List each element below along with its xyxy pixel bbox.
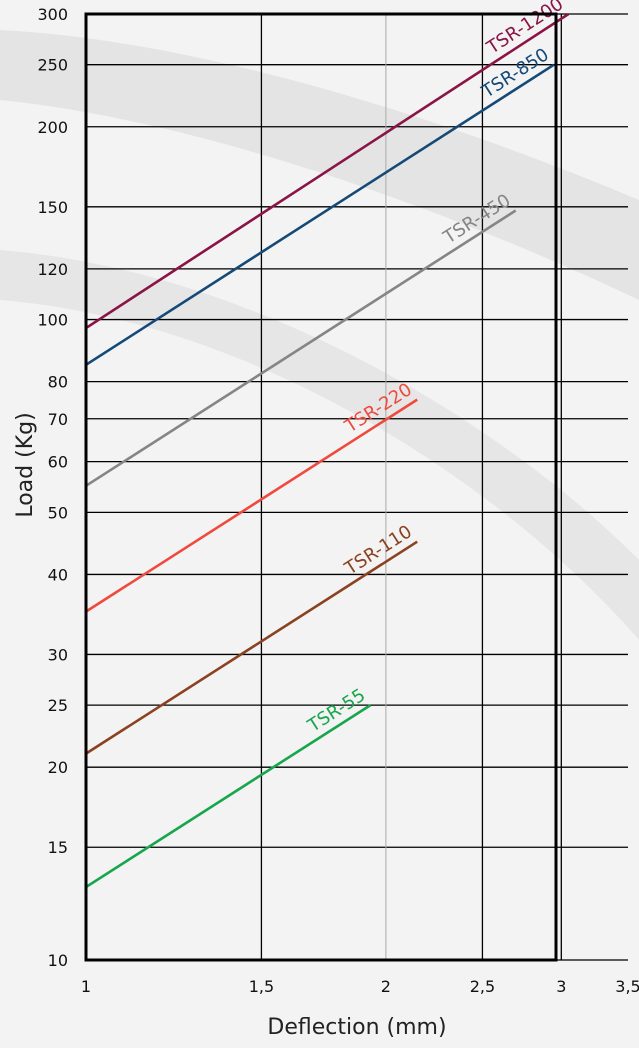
y-tick-label: 15 (48, 838, 68, 857)
x-tick-label: 2,5 (470, 977, 495, 996)
y-tick-label: 200 (37, 118, 68, 137)
x-axis-label: Deflection (mm) (267, 1015, 446, 1040)
y-tick-label: 20 (48, 758, 68, 777)
x-tick-label: 3,5 (615, 977, 639, 996)
series-line-tsr-220 (86, 398, 418, 613)
x-tick-label: 1 (81, 977, 91, 996)
y-tick-label: 150 (37, 198, 68, 217)
y-tick-label: 250 (37, 56, 68, 75)
y-tick-label: 120 (37, 260, 68, 279)
series-line-tsr-1200 (86, 14, 570, 330)
y-tick-label: 100 (37, 311, 68, 330)
y-tick-label: 30 (48, 645, 68, 664)
tick-labels: 10 15 20 25 30 40 50 60 70 80 100 120 150 200 250 300 1 1… (37, 5, 639, 996)
grid (86, 13, 628, 961)
plot-frame (84, 12, 558, 962)
y-axis-label: Load (Kg) (13, 412, 38, 517)
y-tick-label: 70 (48, 410, 68, 429)
y-tick-label: 50 (48, 503, 68, 522)
series-line-tsr-850 (86, 63, 555, 366)
y-tick-label: 25 (48, 696, 68, 715)
background-swooshes (0, 30, 639, 640)
series-line-tsr-450 (86, 209, 517, 487)
series-lines (86, 14, 570, 889)
series-label-tsr-1200: TSR-1200 (482, 0, 567, 59)
series-line-tsr-110 (86, 540, 418, 755)
y-tick-label: 80 (48, 373, 68, 392)
series-line-tsr-55 (86, 704, 372, 889)
x-tick-label: 3 (556, 977, 566, 996)
y-tick-label: 40 (48, 565, 68, 584)
x-tick-label: 2 (381, 977, 391, 996)
x-tick-label: 1,5 (249, 977, 274, 996)
y-tick-label: 10 (48, 951, 68, 970)
y-tick-label: 300 (37, 5, 68, 24)
y-tick-label: 60 (48, 453, 68, 472)
